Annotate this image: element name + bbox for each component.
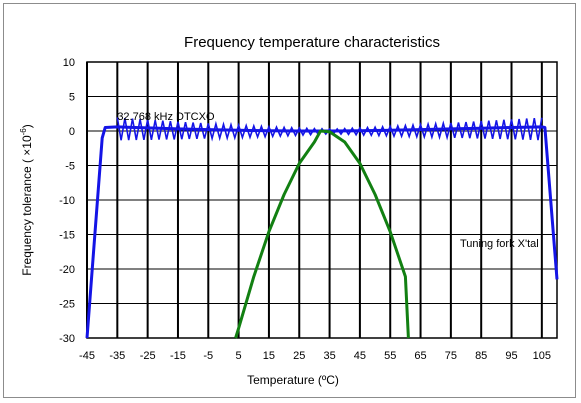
y-tick-label: 0 [69,126,75,138]
x-tick-label: 15 [263,350,275,362]
chart-title: Frequency temperature characteristics [184,34,440,51]
x-tick-labels: -45 -35 -25 -15 -5 5 15 25 35 45 55 65 75 85 95 105 [79,350,551,362]
x-tick-label: 35 [323,350,335,362]
series-1-oscillation-band [116,117,543,142]
annotations: 32.768 kHz DTCXO Tuning fork X'tal [117,111,538,250]
x-tick-label: 95 [505,350,517,362]
y-axis-label-close: ) [20,124,34,128]
series-1 [85,117,559,339]
x-tick-label: -25 [140,350,156,362]
x-tick-label: 55 [384,350,396,362]
series-2 [234,129,410,339]
annotation-label: 32.768 kHz DTCXO [117,111,215,123]
y-tick-label: 10 [63,57,75,69]
x-tick-label: 25 [293,350,305,362]
x-axis-label: Temperature (ºC) [247,373,339,387]
y-tick-labels: 10 5 0 -5 -10 -15 -20 -25 -30 [59,57,75,345]
y-tick-label: -30 [59,333,75,345]
y-tick-label: -10 [59,195,75,207]
x-tick-label: 75 [445,350,457,362]
x-tick-label: -15 [170,350,186,362]
x-tick-label: 85 [475,350,487,362]
y-tick-label: -20 [59,264,75,276]
y-tick-label: -5 [65,161,75,173]
grid [86,61,557,339]
x-tick-label: -35 [109,350,125,362]
x-tick-label: 65 [414,350,426,362]
annotation-label: Tuning fork X'tal [460,238,539,250]
x-tick-label: -45 [79,350,95,362]
plot-border [86,61,558,339]
x-tick-label: 5 [236,350,242,362]
x-tick-label: 45 [354,350,366,362]
x-tick-label: 105 [533,350,551,362]
y-axis-label-exponent: -6 [19,128,28,136]
y-axis-label-main: Frequency tolerance ( ×10 [20,135,34,276]
y-tick-label: -15 [59,230,75,242]
series-1-line [85,125,559,339]
chart-frame [3,3,576,398]
y-tick-label: 5 [69,92,75,104]
plot-area-border [86,61,558,339]
y-tick-label: -25 [59,299,75,311]
y-axis-label: Frequency tolerance ( ×10-6) [19,124,34,276]
series-layer [85,117,559,339]
x-tick-label: -5 [203,350,213,362]
series-2-line [234,129,410,339]
